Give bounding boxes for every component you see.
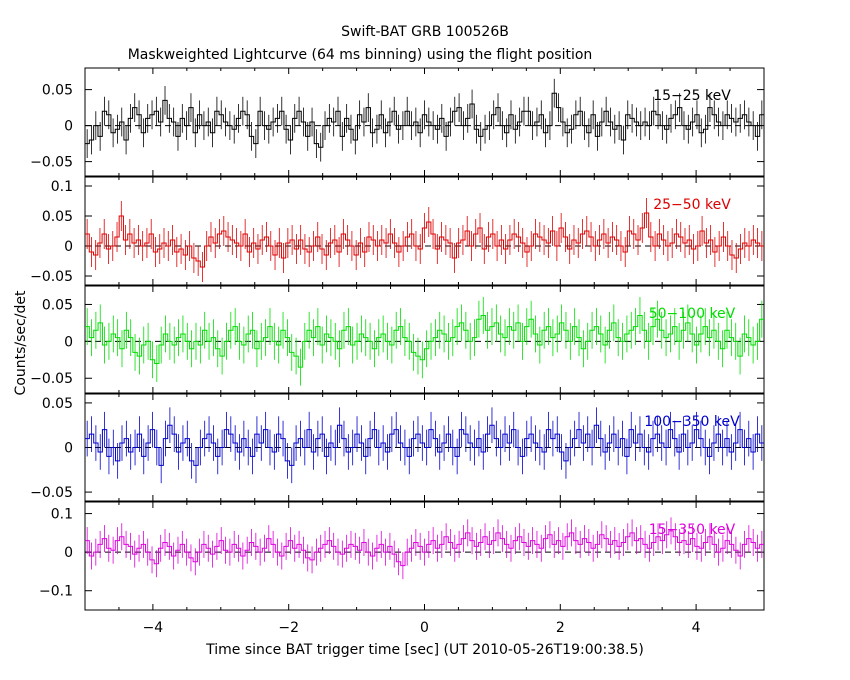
y-tick-label: −0.05 — [30, 371, 73, 387]
panel-4: −0.1 0 0.1 15−350 keV — [39, 501, 765, 611]
band-label: 15−25 keV — [653, 88, 731, 104]
panel-2: −0.05 0 0.05 50−100 keV — [30, 285, 765, 394]
y-tick-label: 0.1 — [51, 507, 73, 523]
y-tick-label: −0.1 — [39, 584, 73, 600]
lightcurve-series — [85, 315, 764, 368]
x-tick-label: 0 — [420, 620, 429, 636]
y-tick-label: −0.05 — [30, 269, 73, 285]
chart-title: Swift-BAT GRB 100526B — [341, 24, 509, 40]
y-tick-label: 0.05 — [42, 297, 73, 313]
y-tick-label: 0 — [64, 545, 73, 561]
band-label: 100−350 keV — [644, 414, 740, 430]
lightcurve-series — [85, 212, 764, 268]
lightcurve-series — [85, 424, 764, 466]
lightcurve-series — [85, 92, 764, 148]
y-tick-label: 0.05 — [42, 83, 73, 99]
panel-0: −0.05 0 0.05 15−25 keV — [30, 67, 765, 177]
y-tick-label: 0 — [64, 239, 73, 255]
panel-3: −0.05 0 0.05 100−350 keV — [30, 393, 765, 502]
y-tick-label: 0 — [64, 119, 73, 135]
x-tick-label: −2 — [278, 620, 299, 636]
y-tick-label: 0.05 — [42, 396, 73, 412]
y-tick-label: −0.05 — [30, 155, 73, 171]
y-axis-label: Counts/sec/det — [13, 290, 29, 395]
x-tick-label: 2 — [556, 620, 565, 636]
x-axis-label: Time since BAT trigger time [sec] (UT 20… — [205, 642, 644, 658]
panels-group: −0.05 0 0.05 15−25 keV −0.05 0 0.05 0.1 25−50 ke… — [30, 67, 765, 611]
y-tick-label: 0 — [64, 334, 73, 350]
band-label: 25−50 keV — [653, 197, 731, 213]
x-tick-labels: −4 −2 0 2 4 — [143, 620, 701, 636]
panel-1: −0.05 0 0.05 0.1 25−50 keV — [30, 176, 765, 286]
chart-subtitle: Maskweighted Lightcurve (64 ms binning) … — [128, 47, 593, 63]
lightcurve-series — [85, 530, 764, 567]
y-tick-label: 0.05 — [42, 209, 73, 225]
panel-frame — [84, 285, 765, 394]
band-label: 50−100 keV — [649, 306, 736, 322]
band-label: 15−350 keV — [649, 522, 736, 538]
y-tick-label: −0.05 — [30, 485, 73, 501]
y-tick-label: 0 — [64, 441, 73, 457]
x-tick-label: −4 — [143, 620, 164, 636]
y-tick-label: 0.1 — [51, 179, 73, 195]
x-tick-label: 4 — [692, 620, 701, 636]
